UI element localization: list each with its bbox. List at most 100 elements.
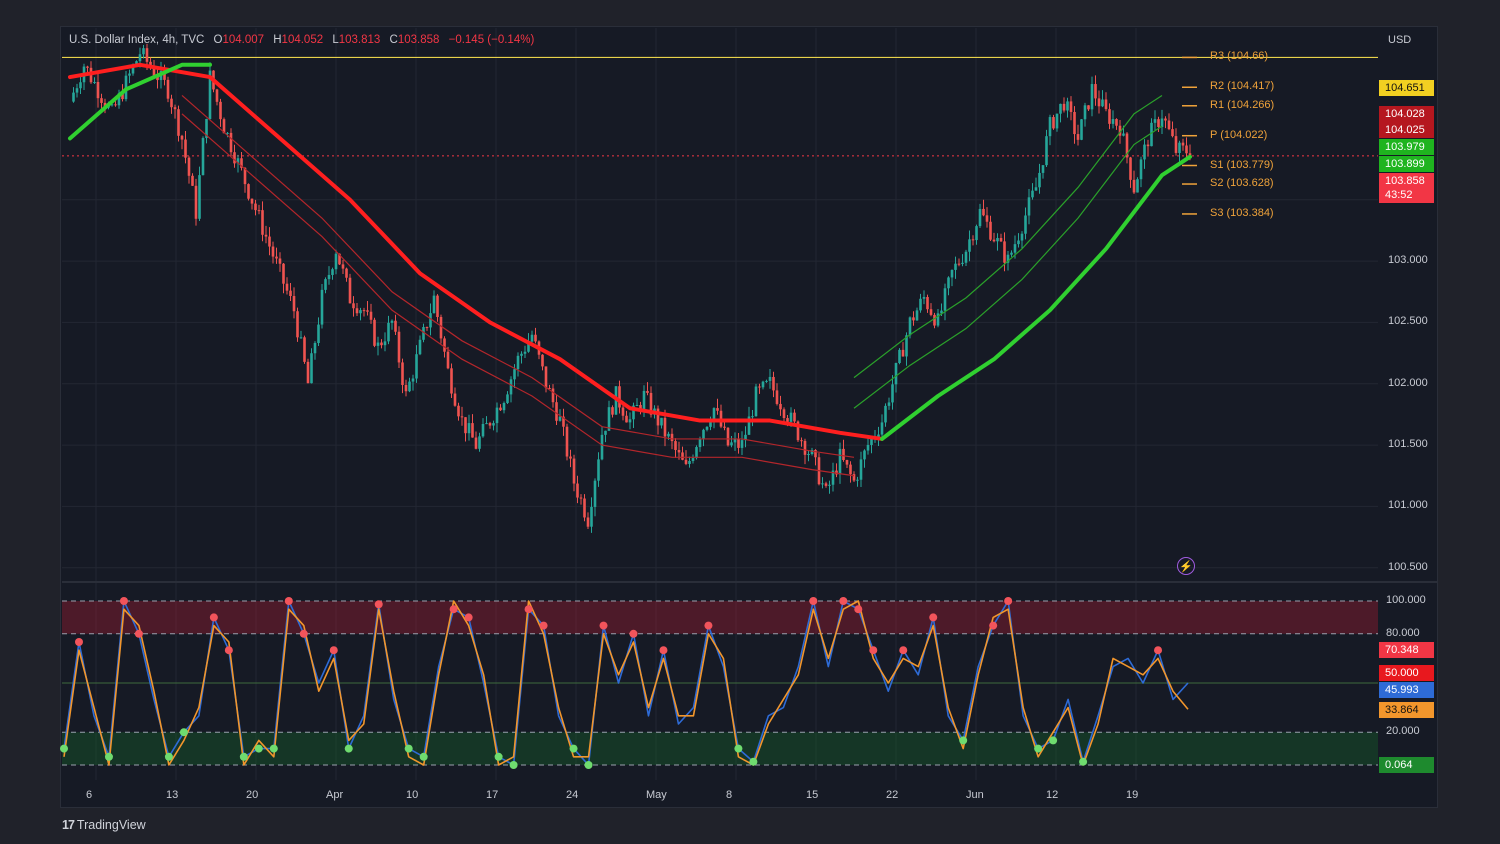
candle-body: [929, 309, 933, 315]
overbought-dot: [449, 605, 458, 614]
candle-body: [401, 362, 404, 385]
overbought-dot: [74, 638, 83, 646]
candle-body: [443, 338, 446, 352]
candle-body: [1146, 144, 1150, 147]
candle-body: [1024, 215, 1027, 234]
candle-body: [1076, 134, 1080, 140]
candle-body: [404, 384, 408, 392]
candle-body: [824, 483, 828, 486]
overbought-dot: [299, 629, 308, 638]
candle-body: [1171, 129, 1174, 137]
candle-body: [845, 459, 849, 465]
stoch-line: [63, 600, 1189, 766]
oversold-dot: [419, 752, 428, 761]
change-value: −0.145 (−0.14%): [448, 34, 535, 46]
candle-body: [782, 409, 786, 419]
candle-body: [1136, 179, 1139, 193]
candle-body: [894, 362, 898, 385]
candle-body: [604, 430, 607, 435]
candle-body: [338, 253, 341, 265]
candle-body: [387, 322, 390, 342]
currency-label[interactable]: USD: [1388, 34, 1412, 46]
candle-body: [1153, 119, 1157, 123]
candle-body: [740, 440, 744, 448]
candle-body: [726, 427, 730, 446]
candle-body: [355, 308, 359, 314]
x-tick-label: 8: [726, 789, 733, 801]
candle-body: [600, 434, 604, 460]
candle-body: [488, 423, 492, 426]
candle-body: [411, 378, 415, 382]
overbought-dot: [224, 646, 233, 655]
candle-body: [527, 341, 530, 352]
candle-body: [436, 295, 439, 317]
candle-body: [450, 368, 453, 394]
candle-body: [1111, 119, 1115, 124]
candle-body: [390, 320, 394, 323]
candle-body: [425, 327, 429, 329]
candle-body: [1090, 84, 1094, 110]
candle-body: [579, 497, 583, 499]
candle-body: [499, 407, 502, 411]
candle-body: [219, 101, 222, 120]
candle-body: [884, 405, 887, 423]
candle-body: [572, 458, 576, 484]
candle-body: [877, 434, 880, 437]
candle-body: [345, 268, 348, 278]
x-tick-label: 20: [246, 789, 259, 801]
candle-body: [670, 433, 674, 442]
candle-body: [432, 295, 436, 314]
candle-body: [562, 416, 565, 427]
candle-body: [558, 416, 562, 421]
candle-body: [730, 442, 733, 446]
candle-body: [544, 366, 548, 388]
oversold-dot: [60, 744, 68, 753]
candle-body: [761, 381, 765, 388]
candle-body: [145, 48, 149, 62]
candle-body: [698, 439, 702, 448]
candle-body: [880, 422, 884, 435]
candle-body: [460, 416, 464, 418]
price-tag: 103.899: [1379, 156, 1434, 172]
candle-body: [1132, 179, 1136, 193]
stoch-value-tag: 50.000: [1379, 665, 1434, 681]
candle-body: [705, 426, 709, 430]
candle-body: [75, 88, 79, 93]
candle-body: [681, 452, 684, 460]
symbol-name[interactable]: U.S. Dollar Index, 4h, TVC: [69, 34, 205, 46]
candle-body: [1139, 159, 1143, 180]
candle-body: [156, 76, 159, 81]
candle-body: [180, 135, 184, 140]
candle-body: [716, 408, 719, 411]
candle-body: [635, 405, 639, 407]
candle-body: [737, 439, 740, 448]
close-value: 103.858: [397, 34, 440, 46]
candle-body: [625, 415, 628, 423]
oversold-dot: [569, 744, 578, 753]
x-tick-label: 17: [486, 789, 499, 801]
x-tick-label: Jun: [966, 789, 984, 801]
candle-body: [320, 289, 324, 325]
oversold-dot: [239, 752, 248, 761]
candle-body: [79, 82, 82, 89]
price-tag: 43:52: [1379, 187, 1434, 203]
candle-body: [530, 334, 534, 342]
candle-body: [1045, 136, 1048, 166]
candle-body: [1006, 254, 1010, 263]
candle-body: [208, 70, 212, 120]
tradingview-logo[interactable]: 17 TradingView: [62, 818, 146, 832]
candle-body: [173, 107, 177, 110]
candle-body: [1167, 120, 1171, 130]
candle-body: [170, 98, 173, 108]
overbought-dot: [1004, 597, 1013, 605]
candle-body: [800, 440, 803, 442]
candle-body: [751, 416, 754, 418]
lightning-icon[interactable]: ⚡: [1177, 557, 1195, 575]
candle-body: [912, 317, 915, 321]
pivot-label: R2 (104.417): [1210, 80, 1275, 93]
candle-body: [996, 238, 999, 242]
overbought-dot: [809, 597, 818, 605]
candle-body: [289, 290, 292, 297]
candle-body: [226, 132, 229, 134]
candle-body: [870, 437, 873, 445]
